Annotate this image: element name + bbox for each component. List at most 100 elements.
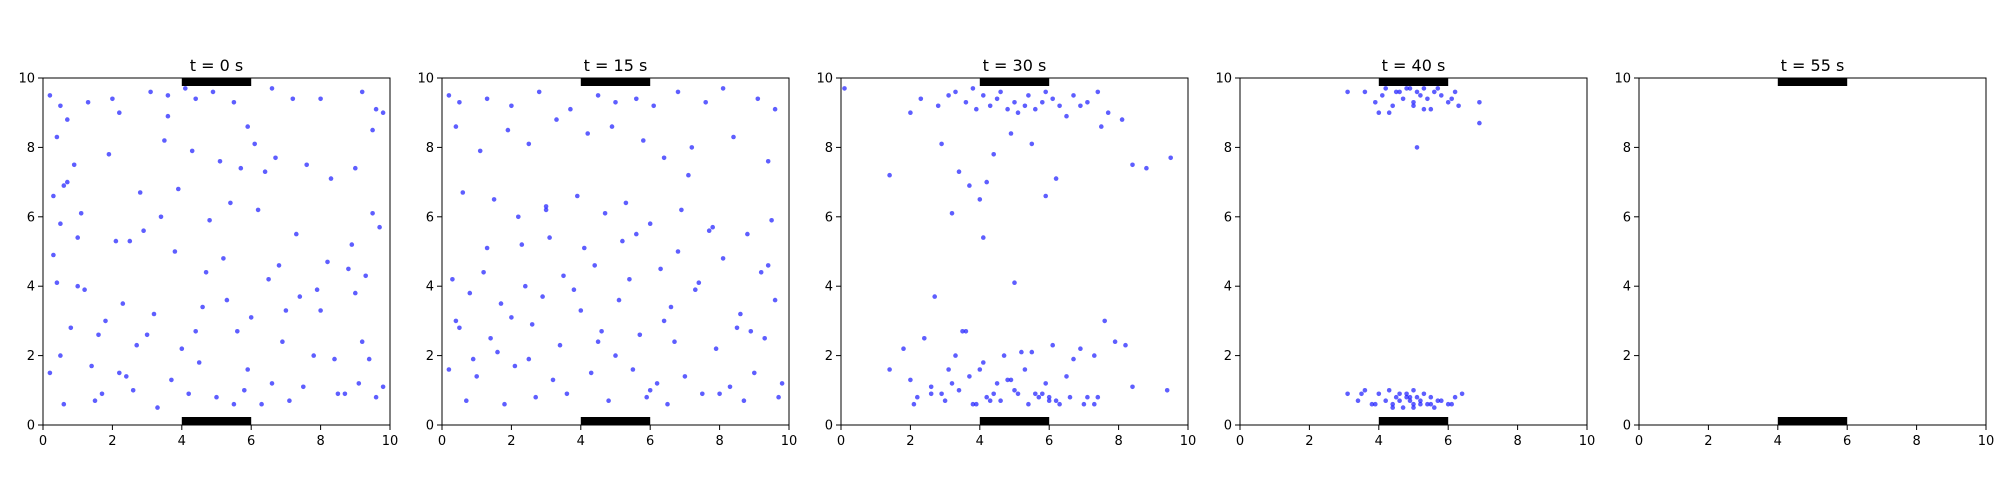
- scatter-point: [1397, 89, 1402, 95]
- scatter-point: [287, 398, 292, 404]
- scatter-point: [498, 301, 504, 306]
- scatter-point: [949, 381, 955, 386]
- scatter-point: [745, 231, 750, 237]
- scatter-point: [495, 349, 500, 355]
- scatter-point: [571, 287, 577, 293]
- scatter-point: [1022, 103, 1028, 109]
- scatter-point: [1390, 103, 1395, 109]
- scatter-point: [380, 110, 386, 115]
- scatter-point: [970, 86, 976, 91]
- scatter-point: [1428, 106, 1434, 112]
- scatter-point: [134, 342, 139, 348]
- scatter-point: [1008, 377, 1014, 383]
- scatter-point: [1404, 391, 1409, 397]
- scatter-point: [616, 297, 622, 303]
- scatter-point: [901, 346, 906, 352]
- scatter-point: [51, 252, 56, 258]
- scatter-point: [1432, 405, 1437, 410]
- y-tick-label: 0: [426, 419, 434, 434]
- scatter-point: [328, 176, 334, 181]
- scatter-point: [654, 381, 660, 386]
- scatter-point: [1015, 110, 1021, 115]
- scatter-point: [561, 273, 566, 279]
- scatter-point: [998, 89, 1003, 95]
- scatter-point: [1102, 318, 1107, 324]
- scatter-point: [613, 100, 618, 105]
- scatter-point: [68, 325, 74, 331]
- scatter-point: [1425, 96, 1430, 102]
- scatter-point: [488, 336, 493, 341]
- scatter-point: [373, 394, 379, 400]
- scatter-point: [189, 148, 195, 154]
- y-tick-label: 0: [1623, 419, 1631, 434]
- scatter-point: [1012, 388, 1017, 393]
- scatter-point: [772, 106, 778, 112]
- scatter-point: [731, 134, 736, 140]
- x-tick-label: 6: [1843, 434, 1851, 449]
- scatter-point: [144, 332, 150, 338]
- scatter-points: [1345, 86, 1482, 410]
- y-tick-label: 10: [417, 72, 434, 87]
- scatter-point: [1057, 103, 1062, 109]
- scatter-point: [370, 127, 375, 133]
- y-tick-label: 0: [825, 419, 833, 434]
- scatter-point: [1043, 89, 1048, 95]
- scatter-point: [922, 336, 927, 341]
- scatter-point: [939, 391, 944, 397]
- scatter-point: [453, 124, 459, 129]
- plot-frame: [840, 77, 1189, 426]
- scatter-point: [953, 89, 958, 95]
- scatter-point: [946, 367, 951, 372]
- plot-frame: [1638, 77, 1987, 426]
- scatter-point: [169, 377, 174, 383]
- scatter-point: [318, 96, 323, 102]
- scatter-point: [928, 391, 934, 397]
- scatter-point: [359, 339, 365, 345]
- y-tick-label: 2: [825, 349, 833, 364]
- scatter-point: [637, 332, 643, 338]
- scatter-point: [1130, 162, 1135, 168]
- scatter-point: [366, 356, 372, 362]
- scatter-point: [644, 394, 649, 400]
- subplot-4: t = 40 s 0 2 4 6 8 10 0 2 4 6 8 10: [1215, 56, 1595, 449]
- scatter-point: [1168, 155, 1173, 161]
- scatter-point: [647, 388, 653, 393]
- exit-bottom: [1777, 417, 1848, 425]
- scatter-point: [1414, 145, 1420, 150]
- scatter-point: [297, 294, 303, 299]
- scatter-point: [984, 394, 989, 400]
- scatter-point: [949, 211, 955, 216]
- scatter-point: [630, 367, 636, 372]
- scatter-point: [915, 394, 920, 400]
- scatter-point: [1421, 106, 1427, 112]
- scatter-point: [977, 197, 983, 202]
- subplot-title: t = 55 s: [1781, 56, 1845, 75]
- scatter-point: [325, 259, 330, 265]
- scatter-point: [1012, 100, 1017, 105]
- scatter-point: [502, 401, 507, 407]
- scatter-point: [765, 159, 771, 164]
- exit-bottom: [1378, 417, 1449, 425]
- scatter-point: [717, 391, 722, 397]
- y-tick-label: 6: [27, 210, 35, 225]
- scatter-point: [1369, 401, 1375, 407]
- y-tick-label: 8: [825, 141, 833, 156]
- scatter-point: [578, 308, 584, 313]
- y-tick-label: 4: [27, 280, 35, 295]
- scatter-point: [1005, 106, 1010, 112]
- scatter-point: [1164, 388, 1170, 393]
- exit-top: [580, 78, 651, 86]
- scatter-point: [1043, 193, 1048, 199]
- x-tick-label: 4: [976, 434, 984, 449]
- x-tick-label: 0: [1236, 434, 1244, 449]
- scatter-point: [1050, 96, 1055, 102]
- subplot-title: t = 0 s: [190, 56, 243, 75]
- scatter-point: [224, 297, 230, 303]
- scatter-point: [75, 235, 80, 240]
- scatter-point: [987, 398, 993, 404]
- scatter-point: [1064, 374, 1069, 379]
- x-tick-label: 4: [577, 434, 585, 449]
- scatter-point: [994, 381, 1000, 386]
- scatter-point: [474, 374, 480, 379]
- scatter-point: [703, 100, 708, 105]
